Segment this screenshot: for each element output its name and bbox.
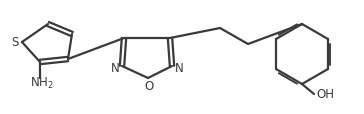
- Text: OH: OH: [316, 88, 334, 101]
- Text: NH$_2$: NH$_2$: [30, 75, 54, 90]
- Text: O: O: [145, 79, 154, 92]
- Text: N: N: [111, 62, 119, 75]
- Text: S: S: [11, 35, 19, 48]
- Text: N: N: [175, 62, 183, 75]
